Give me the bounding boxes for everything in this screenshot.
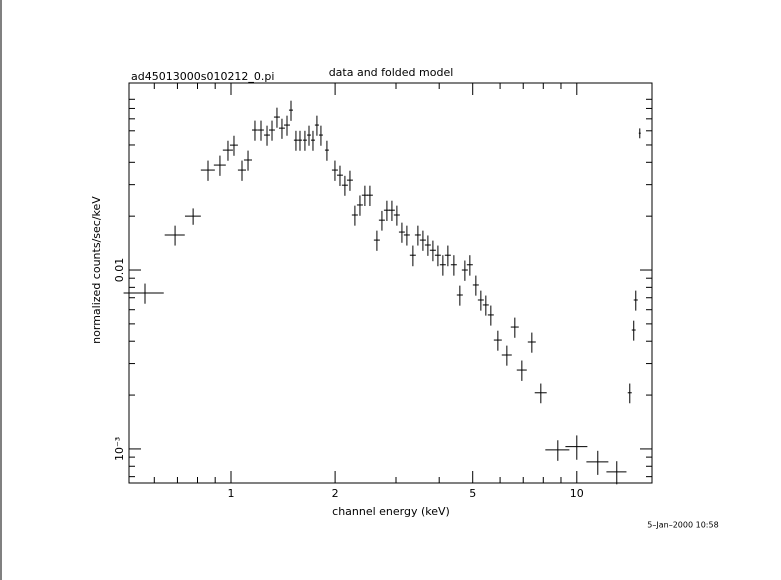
x-tick-label: 10 bbox=[570, 487, 584, 500]
timestamp: 5–Jan–2000 10:58 bbox=[647, 521, 718, 530]
y-tick-label: 10⁻³ bbox=[113, 437, 126, 461]
y-tick-label: 0.01 bbox=[113, 258, 126, 283]
x-tick-label: 5 bbox=[469, 487, 476, 500]
chart-title: data and folded model bbox=[329, 66, 454, 79]
y-axis-label: normalized counts/sec/keV bbox=[90, 196, 103, 344]
x-tick-label: 2 bbox=[332, 487, 339, 500]
x-tick-label: 1 bbox=[228, 487, 235, 500]
x-axis-label: channel energy (keV) bbox=[332, 505, 450, 518]
plot-frame bbox=[128, 82, 653, 484]
chart-subtitle: ad45013000s010212_0.pi bbox=[131, 70, 274, 83]
